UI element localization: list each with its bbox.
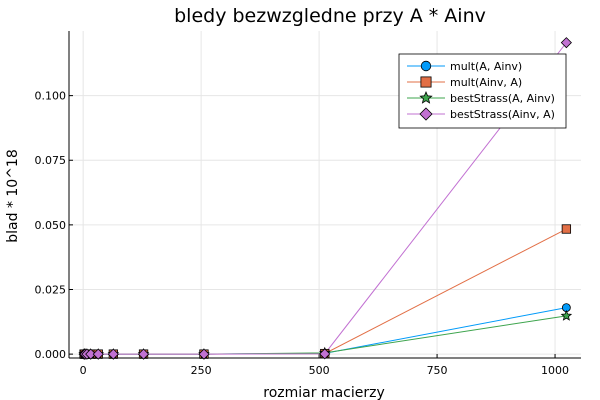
data-point	[561, 224, 572, 234]
x-tick-label: 500	[309, 364, 330, 377]
legend-label: bestStrass(A, Ainv)	[450, 92, 555, 105]
chart-title: bledy bezwzgledne przy A * Ainv	[174, 5, 486, 27]
data-point	[85, 348, 97, 360]
legend-label: bestStrass(Ainv, A)	[450, 108, 555, 121]
legend: mult(A, Ainv) mult(Ainv, A) bestStrass(A, …	[398, 53, 567, 129]
series-lines	[78, 37, 573, 360]
series-line	[84, 228, 567, 355]
data-point	[137, 348, 150, 360]
data-point	[107, 348, 119, 360]
x-tick-label: 0	[80, 364, 87, 377]
legend-marker	[419, 90, 433, 104]
x-axis-label: rozmiar macierzy	[263, 385, 384, 400]
legend-label: mult(A, Ainv)	[450, 60, 522, 73]
y-tick-label: 0.050	[35, 219, 67, 232]
y-tick-label: 0.025	[35, 283, 67, 296]
data-point	[198, 348, 210, 360]
data-point	[560, 37, 572, 49]
series-line	[84, 307, 567, 355]
y-axis-label: blad * 10^18	[5, 149, 21, 243]
data-point	[319, 348, 331, 360]
x-tick-label: 750	[427, 364, 448, 377]
y-tick-label: 0.000	[35, 348, 67, 361]
legend-label: mult(Ainv, A)	[450, 76, 522, 89]
data-point	[92, 348, 104, 360]
data-point	[560, 309, 573, 321]
legend-marker	[420, 60, 432, 72]
y-tick-label: 0.100	[35, 90, 67, 103]
legend-marker	[420, 76, 432, 88]
y-tick-label: 0.075	[35, 154, 67, 167]
x-tick-label: 250	[191, 364, 212, 377]
tick-labels: 0 250 500 750 1000 0.000 0.025 0.050 0.075 0.100	[35, 90, 570, 377]
legend-marker	[419, 107, 433, 121]
x-tick-label: 1000	[541, 364, 569, 377]
